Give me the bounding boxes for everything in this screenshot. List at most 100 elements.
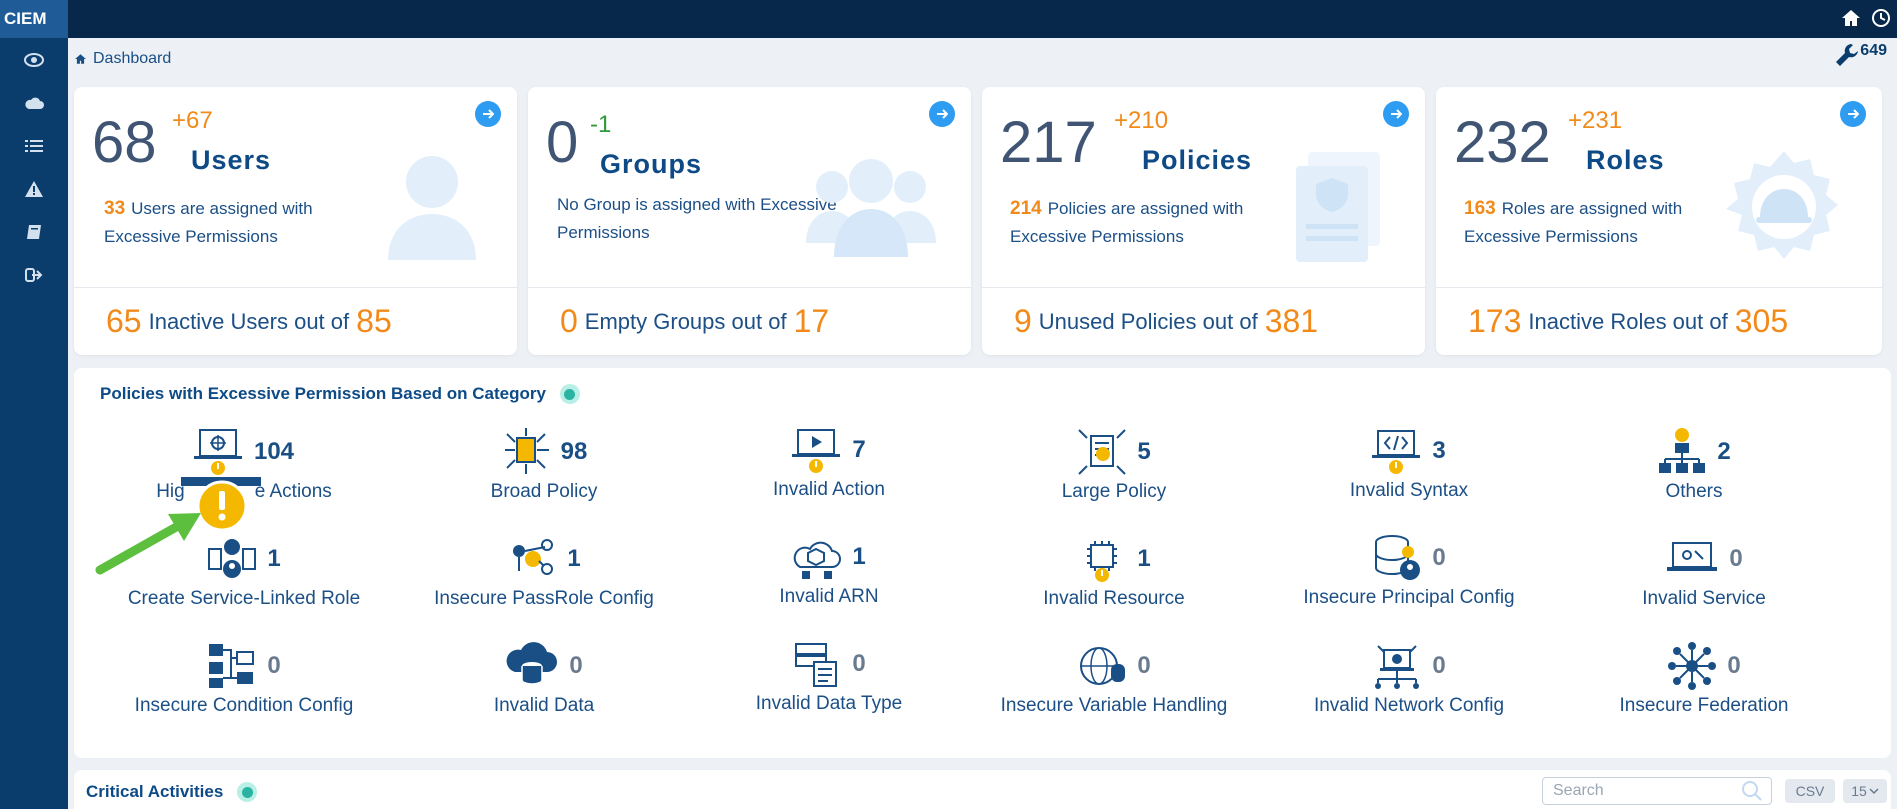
sidebar-item-list[interactable] bbox=[0, 124, 68, 167]
sidebar-item-logout[interactable] bbox=[0, 253, 68, 296]
critical-activities-panel: Critical Activities Search CSV 15 bbox=[74, 770, 1891, 809]
groups-delta: -1 bbox=[590, 111, 612, 138]
policies-unused-summary: 9 Unused Policies out of 381 bbox=[982, 287, 1425, 355]
monitor-arrow-icon bbox=[792, 429, 841, 473]
users-inactive-summary: 65 Inactive Users out of 85 bbox=[74, 287, 517, 355]
sidebar: CIEM bbox=[0, 0, 68, 809]
chevron-down-icon bbox=[1869, 788, 1879, 795]
warning-icon bbox=[25, 180, 43, 197]
category-insecure-condition-config[interactable]: 0 Insecure Condition Config bbox=[104, 638, 384, 717]
roles-card: 232 +231 Roles 163 Roles are assigned wit… bbox=[1436, 87, 1882, 355]
home-icon[interactable] bbox=[1841, 8, 1861, 28]
clock-icon[interactable] bbox=[1871, 8, 1891, 28]
database-user-icon bbox=[1375, 535, 1421, 580]
users-card: 68 +67 Users 33 Users are assigned with E… bbox=[74, 87, 517, 355]
sidebar-item-docs[interactable] bbox=[0, 210, 68, 253]
cloud-box-icon bbox=[794, 541, 842, 579]
tool-count: 649 bbox=[1860, 42, 1887, 59]
category-invalid-data-type[interactable]: 0 Invalid Data Type bbox=[689, 636, 969, 715]
policies-delta: +210 bbox=[1114, 107, 1169, 134]
passrole-network-icon bbox=[513, 539, 554, 575]
brand-logo[interactable]: CIEM bbox=[0, 0, 68, 38]
gear-helmet-illustration-icon bbox=[1726, 151, 1838, 259]
category-insecure-passrole-config[interactable]: 1 Insecure PassRole Config bbox=[404, 531, 684, 610]
category-label: Hig e Actions bbox=[156, 481, 332, 502]
monitor-target-icon bbox=[193, 429, 242, 475]
category-invalid-resource[interactable]: 1 Invalid Resource bbox=[974, 531, 1254, 610]
policies-excess-text: 214 Policies are assigned with Excessive … bbox=[1010, 198, 1244, 246]
globe-database-icon bbox=[1080, 647, 1126, 685]
policies-category-panel: Policies with Excessive Permission Based… bbox=[74, 368, 1891, 758]
users-delta: +67 bbox=[172, 107, 213, 134]
network-config-icon bbox=[1375, 645, 1420, 689]
search-input[interactable]: Search bbox=[1542, 777, 1772, 805]
sidebar-item-alerts[interactable] bbox=[0, 167, 68, 210]
panel-title: Policies with Excessive Permission Based… bbox=[100, 384, 580, 404]
category-invalid-syntax[interactable]: 3 Invalid Syntax bbox=[1269, 423, 1549, 502]
sidebar-item-visibility[interactable] bbox=[0, 38, 68, 81]
category-invalid-arn[interactable]: 1 Invalid ARN bbox=[689, 529, 969, 608]
policies-open-button[interactable] bbox=[1383, 101, 1409, 127]
wrench-icon bbox=[1836, 44, 1859, 66]
roles-title: Roles bbox=[1586, 145, 1665, 175]
roles-excess-text: 163 Roles are assigned with Excessive Per… bbox=[1464, 198, 1683, 246]
category-insecure-variable-handling[interactable]: 0 Insecure Variable Handling bbox=[974, 638, 1254, 717]
cloud-database-icon bbox=[506, 642, 558, 685]
roles-delta: +231 bbox=[1568, 107, 1623, 134]
csv-export-button[interactable]: CSV bbox=[1785, 779, 1835, 803]
condition-flow-icon bbox=[209, 644, 255, 688]
policies-count: 217 bbox=[1000, 110, 1097, 175]
page-size-select[interactable]: 15 bbox=[1843, 779, 1887, 803]
users-title: Users bbox=[191, 145, 272, 175]
critical-title: Critical Activities bbox=[86, 782, 258, 802]
users-excess-text: 33 Users are assigned with Excessive Perm… bbox=[104, 198, 313, 246]
document-shield-illustration-icon bbox=[1296, 152, 1380, 262]
large-document-icon bbox=[1078, 429, 1127, 475]
sidebar-item-cloud[interactable] bbox=[0, 81, 68, 124]
arrow-right-icon bbox=[483, 109, 494, 119]
service-role-icon bbox=[208, 539, 257, 578]
arrow-right-icon bbox=[1848, 109, 1859, 119]
groups-open-button[interactable] bbox=[929, 101, 955, 127]
category-broad-policy[interactable]: 98 Broad Policy bbox=[404, 424, 684, 503]
policies-card: 217 +210 Policies 214 Policies are assign… bbox=[982, 87, 1425, 355]
chip-icon bbox=[1087, 541, 1118, 582]
category-create-service-linked-role[interactable]: 1 Create Service-Linked Role bbox=[104, 531, 384, 610]
live-status-indicator bbox=[237, 782, 258, 802]
category-invalid-action[interactable]: 7 Invalid Action bbox=[689, 422, 969, 501]
category-invalid-service[interactable]: 0 Invalid Service bbox=[1564, 531, 1844, 610]
breadcrumb-label: Dashboard bbox=[93, 50, 172, 67]
logout-icon bbox=[25, 267, 43, 282]
search-icon bbox=[1742, 781, 1762, 801]
users-open-button[interactable] bbox=[475, 101, 501, 127]
roles-open-button[interactable] bbox=[1840, 101, 1866, 127]
category-insecure-principal-config[interactable]: 0 Insecure Principal Config bbox=[1269, 530, 1549, 609]
groups-empty-summary: 0 Empty Groups out of 17 bbox=[528, 287, 971, 355]
cloud-icon bbox=[25, 97, 44, 109]
hierarchy-icon bbox=[1659, 428, 1706, 473]
breadcrumb[interactable]: Dashboard bbox=[74, 50, 171, 68]
category-invalid-data[interactable]: 0 Invalid Data bbox=[404, 638, 684, 717]
groups-card: 0 -1 Groups No Group is assigned with Ex… bbox=[528, 87, 971, 355]
category-large-policy[interactable]: 5 Large Policy bbox=[974, 424, 1254, 503]
list-icon bbox=[25, 139, 43, 152]
top-bar bbox=[68, 0, 1897, 38]
roles-count: 232 bbox=[1454, 110, 1551, 175]
category-insecure-federation[interactable]: 0 Insecure Federation bbox=[1564, 638, 1844, 717]
category-invalid-network-config[interactable]: 0 Invalid Network Config bbox=[1269, 638, 1549, 717]
home-icon bbox=[75, 54, 86, 64]
arrow-right-icon bbox=[1391, 109, 1402, 119]
live-status-indicator bbox=[559, 384, 580, 404]
user-illustration-icon bbox=[388, 156, 476, 260]
category-others[interactable]: 2 Others bbox=[1554, 424, 1834, 503]
groups-count: 0 bbox=[546, 110, 579, 175]
users-count: 68 bbox=[92, 110, 157, 175]
book-icon bbox=[27, 224, 41, 239]
group-illustration-icon bbox=[806, 159, 936, 257]
tool-counter[interactable]: 649 bbox=[1834, 42, 1887, 68]
laptop-tools-icon bbox=[1667, 542, 1718, 571]
category-high-risk-actions[interactable]: 104 Hig e Actions bbox=[104, 424, 384, 503]
groups-title: Groups bbox=[600, 149, 703, 179]
code-monitor-icon bbox=[1372, 430, 1421, 474]
policies-title: Policies bbox=[1142, 145, 1253, 175]
